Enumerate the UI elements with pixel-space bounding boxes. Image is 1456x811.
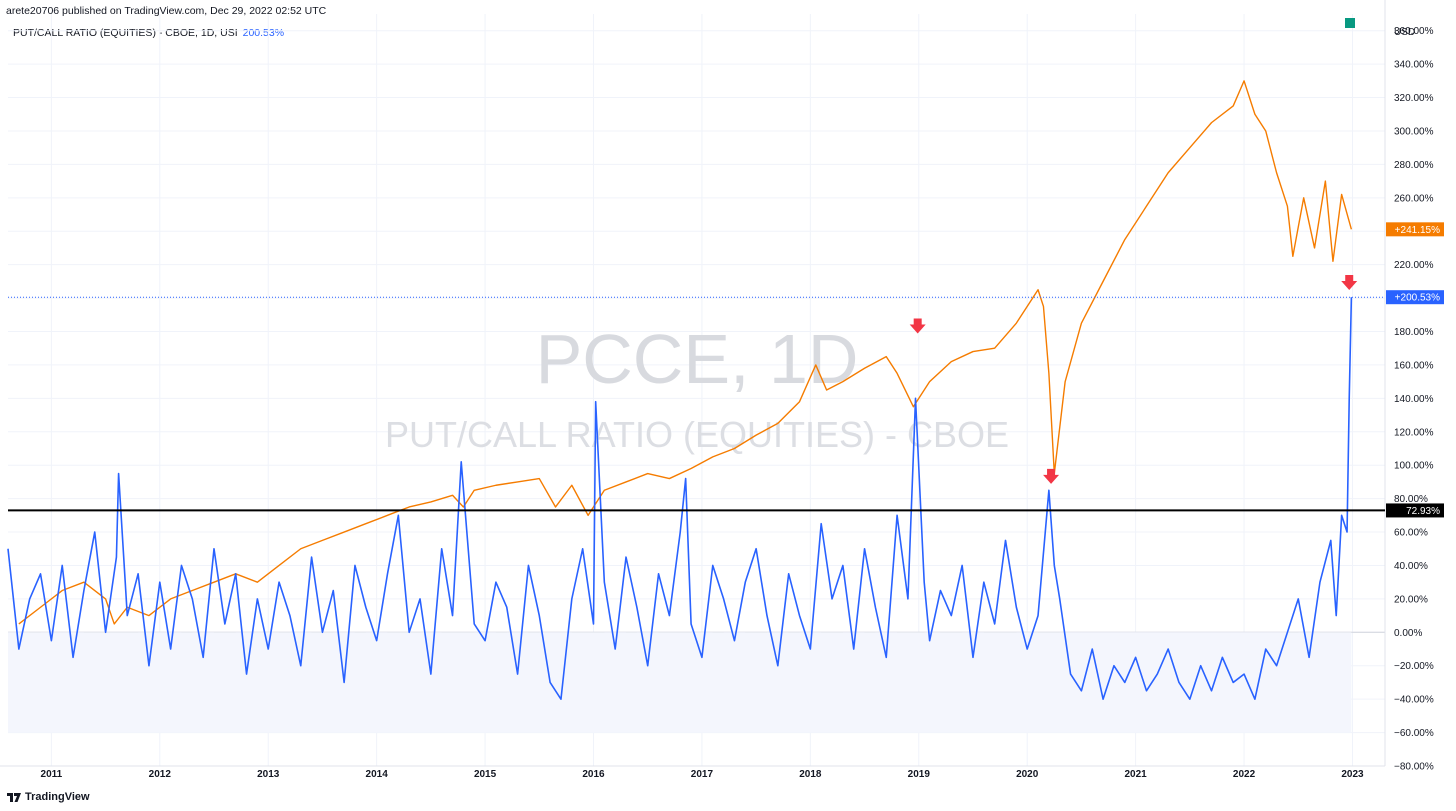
y-tick-label: −80.00% [1394,762,1434,773]
y-tick-label: 280.00% [1394,160,1434,171]
y-tick-label: 140.00% [1394,394,1434,405]
y-tick-label: −40.00% [1394,695,1434,706]
series-legend[interactable]: PUT/CALL RATIO (EQUITIES) - CBOE, 1D, US… [13,27,284,39]
up-marker-icon [1345,18,1355,28]
x-tick-label: 2012 [149,769,172,780]
y-axis[interactable]: −80.00% −60.00% −40.00% −20.00% 0.00% 20.00% 4… [1394,26,1434,772]
x-tick-label: 2013 [257,769,280,780]
footer-brand[interactable]: TradingView [7,791,90,803]
y-tick-label: 120.00% [1394,427,1434,438]
down-arrow-marker-icon [1043,468,1060,484]
y-tick-label: 360.00% [1394,26,1434,37]
y-tick-label: 160.00% [1394,360,1434,371]
x-tick-label: 2017 [691,769,714,780]
footer-brand-label: TradingView [25,791,90,803]
x-tick-label: 2020 [1016,769,1039,780]
x-tick-label: 2016 [582,769,605,780]
markers [909,18,1358,484]
y-tick-label: 300.00% [1394,126,1434,137]
down-arrow-marker-icon [909,318,926,334]
y-tick-label: 40.00% [1394,561,1428,572]
y-tick-label: −60.00% [1394,728,1434,739]
x-axis[interactable]: 2011 2012 2013 2014 2015 2016 2017 2018 2019 2020… [41,769,1365,780]
y-tick-label: 20.00% [1394,594,1428,605]
area-band [8,632,1352,733]
price-badge [1386,290,1444,305]
x-tick-label: 2021 [1124,769,1147,780]
put-call-ratio-line [7,297,1353,700]
x-tick-label: 2022 [1233,769,1256,780]
y-tick-label: 340.00% [1394,60,1434,71]
compare-line [18,80,1353,625]
legend-value: 200.53% [242,27,285,39]
publish-info: arete20706 published on TradingView.com,… [6,5,327,17]
y-tick-label: 260.00% [1394,193,1434,204]
watermark-symbol: PCCE, 1D [536,320,859,398]
y-tick-label: 0.00% [1394,628,1422,639]
y-tick-label: 60.00% [1394,528,1428,539]
x-tick-label: 2019 [908,769,931,780]
price-badges: +241.15% +200.53% 72.93% [1386,222,1444,518]
area-fill [8,632,1352,733]
y-tick-label: 100.00% [1394,461,1434,472]
threshold-line [8,296,1385,512]
price-badge-label: +200.53% [1395,293,1440,304]
watermark-name: PUT/CALL RATIO (EQUITIES) - CBOE [385,414,1009,455]
tradingview-logo-icon [7,792,21,802]
price-badge [1386,222,1444,237]
y-tick-label: 80.00% [1394,494,1428,505]
price-badge-label: +241.15% [1395,225,1440,236]
series-lines [7,80,1353,700]
price-badge-label: 72.93% [1406,506,1440,517]
x-tick-label: 2018 [799,769,822,780]
y-tick-label: 220.00% [1394,260,1434,271]
x-tick-label: 2011 [41,769,63,780]
down-arrow-marker-icon [1341,275,1358,291]
y-tick-label: 180.00% [1394,327,1434,338]
price-badge [1386,503,1444,518]
x-tick-label: 2023 [1341,769,1364,780]
y-axis-unit: USD [1394,27,1415,38]
x-tick-label: 2014 [366,769,389,780]
y-tick-label: 320.00% [1394,93,1434,104]
x-tick-label: 2015 [474,769,497,780]
y-tick-label: −20.00% [1394,661,1434,672]
legend-label: PUT/CALL RATIO (EQUITIES) - CBOE, 1D, US… [13,27,238,39]
